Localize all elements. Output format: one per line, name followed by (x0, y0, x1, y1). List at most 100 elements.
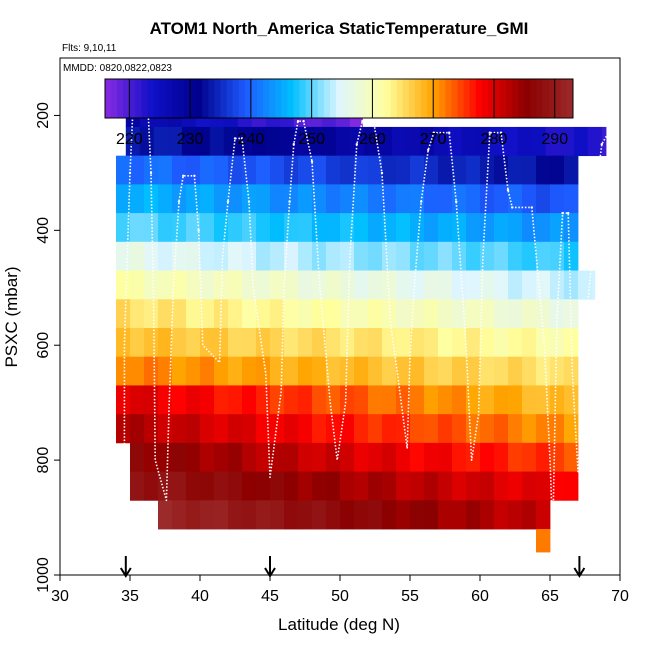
heat-cell (410, 270, 425, 300)
flight-track-point (488, 131, 491, 134)
heat-cell (424, 356, 439, 386)
colorbar-swatch (530, 79, 538, 118)
colorbar-swatch (342, 79, 349, 118)
colorbar-swatch (512, 79, 519, 118)
heat-cell (480, 442, 495, 472)
heat-cell (242, 213, 257, 243)
flight-track-point (420, 200, 423, 203)
colorbar-swatch (348, 79, 355, 118)
heat-cell (130, 155, 145, 185)
heat-cell (536, 356, 551, 386)
heat-cell (242, 241, 257, 271)
heat-cell (592, 270, 596, 300)
heat-cell (186, 327, 201, 358)
colorbar-swatch (414, 79, 422, 118)
heat-cell (130, 184, 145, 214)
heat-cell (452, 155, 467, 185)
colorbar-swatch (305, 79, 313, 118)
heat-cell (130, 385, 145, 415)
colorbar-swatch (445, 79, 452, 118)
heat-cell (284, 241, 299, 271)
heat-cell (195, 126, 211, 157)
heat-cell (452, 299, 467, 329)
heat-cell (368, 471, 383, 501)
heat-cell (144, 385, 159, 415)
heat-cell (130, 442, 145, 472)
heat-cell (564, 414, 579, 444)
heat-cell (452, 471, 467, 501)
heat-cell (200, 471, 215, 501)
flight-track-point (432, 131, 435, 134)
heat-cell (200, 213, 215, 243)
heat-cell (116, 356, 131, 386)
heat-cell (200, 442, 215, 472)
colorbar-swatch (323, 79, 331, 118)
heat-cell (298, 241, 313, 271)
flight-track-point (448, 131, 451, 134)
colorbar-swatch (117, 79, 124, 118)
heat-cell (410, 299, 425, 329)
heat-cell (172, 327, 187, 358)
heat-cell (228, 155, 243, 185)
heat-cell (564, 213, 579, 243)
heat-cell (354, 442, 369, 472)
heat-cell (438, 299, 453, 329)
heat-cell (242, 327, 257, 358)
heat-cell (466, 442, 481, 472)
heat-cell (284, 155, 299, 185)
heat-cell (116, 270, 131, 300)
heat-cell (228, 213, 243, 243)
flight-track-point (247, 200, 251, 203)
heat-cell (326, 241, 341, 271)
heat-cell (354, 356, 369, 386)
colorbar-swatch (311, 79, 319, 118)
flight-track-point (595, 188, 598, 192)
heat-cell (116, 213, 131, 243)
colorbar-tick-label: 220 (116, 131, 143, 148)
heat-cell (186, 471, 201, 501)
heat-cell (116, 184, 131, 214)
y-tick-label: 400 (35, 217, 52, 244)
heat-cell (242, 414, 257, 444)
heat-cell (186, 299, 201, 329)
heat-cell (270, 241, 285, 271)
flight-track-point (372, 120, 375, 123)
heat-cell (200, 414, 215, 444)
heat-cell (172, 500, 187, 530)
heat-cell (550, 414, 565, 444)
heat-cell (522, 442, 537, 472)
heat-cell (536, 385, 551, 415)
heat-cell (354, 184, 369, 214)
heat-cell (144, 241, 159, 271)
heat-cell (200, 184, 215, 214)
colorbar-swatch (190, 79, 197, 118)
x-tick-label: 35 (121, 588, 139, 605)
heat-cell (158, 327, 173, 358)
heat-cell (130, 471, 145, 501)
heat-cell (522, 270, 537, 300)
heat-cell (284, 385, 299, 415)
colorbar-swatch (269, 79, 276, 118)
heat-cell (494, 327, 509, 358)
heat-cell (340, 270, 355, 300)
heat-cell (242, 385, 257, 415)
heat-cell (340, 299, 355, 329)
heat-cell (559, 126, 575, 157)
heat-cell (550, 299, 565, 329)
heat-cell (382, 471, 397, 501)
heat-cell (396, 471, 411, 501)
heat-cell (466, 184, 481, 214)
heat-cell (298, 471, 313, 501)
heat-cell (256, 213, 271, 243)
flight-track-line (123, 111, 618, 536)
colorbar-swatch (220, 79, 228, 118)
colorbar-swatch (287, 79, 294, 118)
heat-cell (522, 241, 537, 271)
heat-cell (550, 241, 565, 271)
flight-track-point (149, 171, 153, 175)
heat-cell (312, 356, 327, 386)
colorbar-swatch (159, 79, 167, 118)
heat-cell (601, 126, 607, 157)
heat-cell (172, 385, 187, 415)
